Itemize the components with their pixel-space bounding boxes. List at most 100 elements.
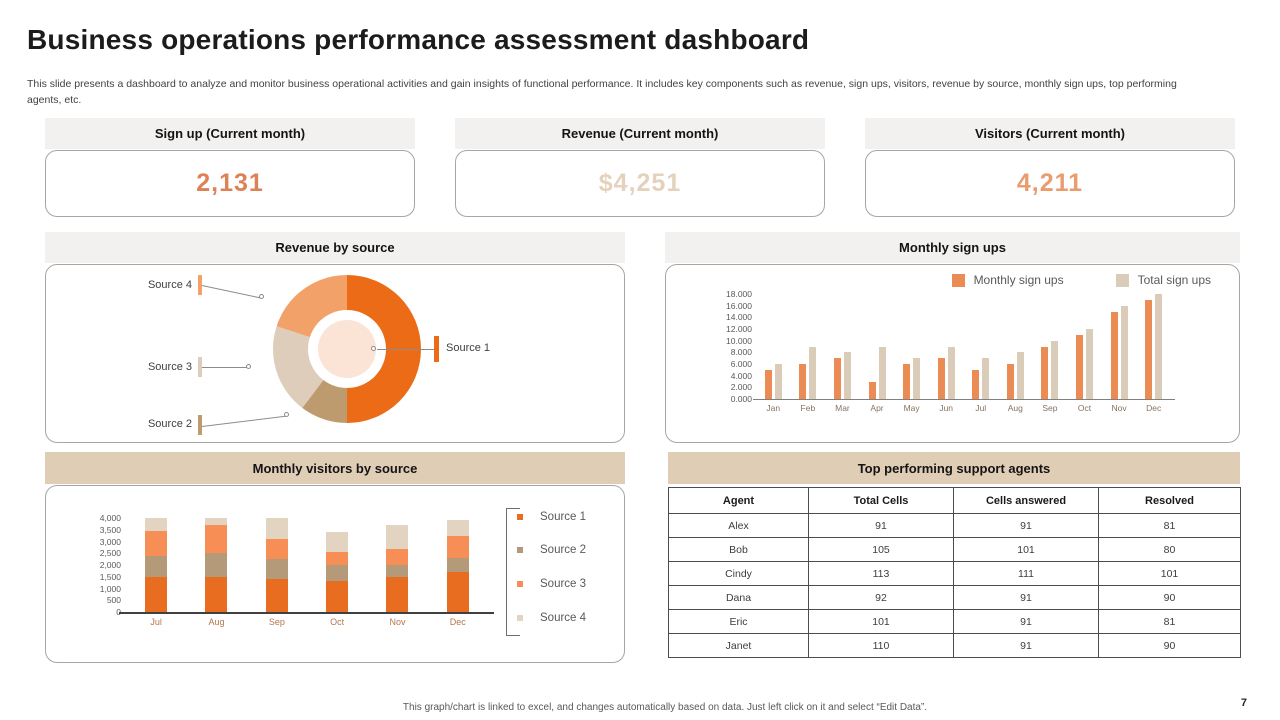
- x-tick-label: Oct: [330, 617, 345, 627]
- legend-marker-source-2: [517, 547, 523, 553]
- signups-x-axis-line: [753, 399, 1175, 400]
- y-tick-label: 10.000: [726, 335, 752, 346]
- stacked-bar-group-sep: [247, 518, 307, 612]
- x-tick-label: Nov: [1111, 403, 1127, 413]
- x-tick-label: Feb: [800, 403, 816, 413]
- stacked-bar-sep: [265, 518, 288, 612]
- legend-item-source-2: Source 2: [517, 544, 586, 556]
- segment-source-3-aug: [205, 525, 228, 554]
- table-cell: 90: [1098, 585, 1241, 610]
- y-tick-label: 14.000: [726, 312, 752, 323]
- table-row-janet: Janet 110 91 90: [668, 633, 1241, 658]
- legend-label: Total sign ups: [1137, 273, 1211, 287]
- callout-label-source-1: Source 1: [446, 342, 491, 354]
- kpi-card-visitors-body: 4,211: [865, 150, 1235, 217]
- footer-note: This graph/chart is linked to excel, and…: [402, 702, 928, 713]
- y-tick-label: 2,000: [99, 560, 121, 570]
- x-tick-label: Jan: [766, 403, 781, 413]
- y-tick-label: 0.000: [730, 393, 752, 404]
- y-tick-label: 6.000: [730, 358, 752, 369]
- top-agents-table[interactable]: Agent Total Cells Cells answered Resolved A…: [668, 487, 1241, 658]
- stacked-bar-group-jul: [126, 518, 186, 612]
- segment-source-1-aug: [205, 576, 228, 612]
- kpi-card-signups-body: 2,131: [45, 150, 415, 217]
- column-header-cells-answered: Cells answered: [953, 487, 1099, 514]
- callout-dot-source-2: [284, 412, 289, 417]
- segment-source-4-jul: [145, 518, 168, 531]
- bar-monthly-sign-ups-sep: [1041, 346, 1049, 399]
- bar-monthly-sign-ups-jun: [937, 358, 945, 399]
- segment-source-3-nov: [386, 548, 409, 565]
- bar-total-sign-ups-jan: [774, 364, 782, 399]
- visitors-x-axis-line: [119, 612, 494, 614]
- table-cell: 81: [1098, 609, 1241, 634]
- revenue-by-source-chart[interactable]: Source 4 Source 3 Source 2 Source 1: [45, 264, 625, 443]
- table-cell: 90: [1098, 633, 1241, 658]
- x-tick-label: Dec: [1146, 403, 1162, 413]
- x-tick-label: Jul: [975, 403, 987, 413]
- x-tick-label: Nov: [389, 617, 406, 627]
- x-tick-label: Mar: [835, 403, 850, 413]
- legend-marker-source-4: [517, 615, 523, 621]
- monthly-signups-title: Monthly sign ups: [665, 232, 1240, 263]
- callout-label-source-4: Source 4: [147, 279, 192, 291]
- legend-marker-source-1: [517, 514, 523, 520]
- legend-marker-source-3: [517, 581, 523, 587]
- table-cell: 101: [1098, 561, 1241, 586]
- y-tick-label: 8.000: [730, 347, 752, 358]
- bar-group-jun: [929, 294, 964, 399]
- callout-swatch-source-3: [198, 357, 202, 377]
- bar-group-jul: [963, 294, 998, 399]
- column-header-agent: Agent: [668, 487, 809, 514]
- segment-source-2-sep: [265, 559, 288, 580]
- legend-item-total-sign-ups: Total sign ups: [1115, 273, 1211, 287]
- segment-source-4-oct: [326, 532, 349, 553]
- visitors-legend-bracket: [506, 508, 520, 636]
- table-cell: Eric: [668, 609, 809, 634]
- revenue-by-source-title: Revenue by source: [45, 232, 625, 263]
- table-cell: Dana: [668, 585, 809, 610]
- legend-label: Source 2: [540, 544, 587, 556]
- bar-monthly-sign-ups-nov: [1110, 311, 1118, 399]
- x-tick-label: Aug: [208, 617, 225, 627]
- top-agents-card: Top performing support agents Agent Total…: [668, 452, 1241, 658]
- table-row-alex: Alex 91 91 81: [668, 513, 1241, 538]
- segment-source-1-sep: [265, 579, 288, 612]
- segment-source-4-sep: [265, 518, 288, 540]
- callout-line-source-1: [377, 349, 434, 350]
- callout-dot-source-4: [259, 294, 264, 299]
- bar-monthly-sign-ups-dec: [1145, 299, 1153, 399]
- bar-group-nov: [1102, 294, 1137, 399]
- kpi-card-signups-title: Sign up (Current month): [45, 118, 415, 149]
- callout-label-source-3: Source 3: [147, 361, 192, 373]
- table-cell: Bob: [668, 537, 809, 562]
- table-cell: 80: [1098, 537, 1241, 562]
- stacked-bar-group-oct: [307, 518, 367, 612]
- monthly-visitors-title: Monthly visitors by source: [45, 452, 625, 484]
- kpi-signups-value: 2,131: [196, 169, 264, 197]
- x-tick-label: Jun: [939, 403, 954, 413]
- kpi-card-signups: Sign up (Current month) 2,131: [45, 118, 415, 217]
- kpi-card-revenue-title: Revenue (Current month): [455, 118, 825, 149]
- bar-monthly-sign-ups-feb: [799, 364, 807, 399]
- y-tick-label: 18.000: [726, 289, 752, 299]
- callout-line-source-2: [201, 415, 287, 427]
- legend-swatch-total-sign-ups: [1115, 273, 1129, 287]
- monthly-signups-card: Monthly sign ups Monthly sign ups Total s…: [665, 232, 1240, 443]
- x-tick-label: Oct: [1077, 403, 1092, 413]
- stacked-bar-group-dec: [428, 518, 488, 612]
- monthly-visitors-chart[interactable]: 4,0003,5003,0002,5002,0001,5001,0005000 …: [45, 485, 625, 663]
- table-cell: 81: [1098, 513, 1241, 538]
- kpi-card-visitors: Visitors (Current month) 4,211: [865, 118, 1235, 217]
- callout-label-source-2: Source 2: [147, 418, 192, 430]
- monthly-signups-chart[interactable]: Monthly sign ups Total sign ups 18.000 16.…: [665, 264, 1240, 443]
- bar-monthly-sign-ups-may: [903, 364, 911, 399]
- x-tick-label: Aug: [1007, 403, 1023, 413]
- stacked-bar-dec: [446, 520, 469, 612]
- x-tick-label: Apr: [870, 403, 884, 413]
- kpi-card-revenue: Revenue (Current month) $4,251: [455, 118, 825, 217]
- y-tick-label: 2.000: [730, 382, 752, 393]
- table-cell: 91: [953, 513, 1099, 538]
- column-header-resolved: Resolved: [1098, 487, 1241, 514]
